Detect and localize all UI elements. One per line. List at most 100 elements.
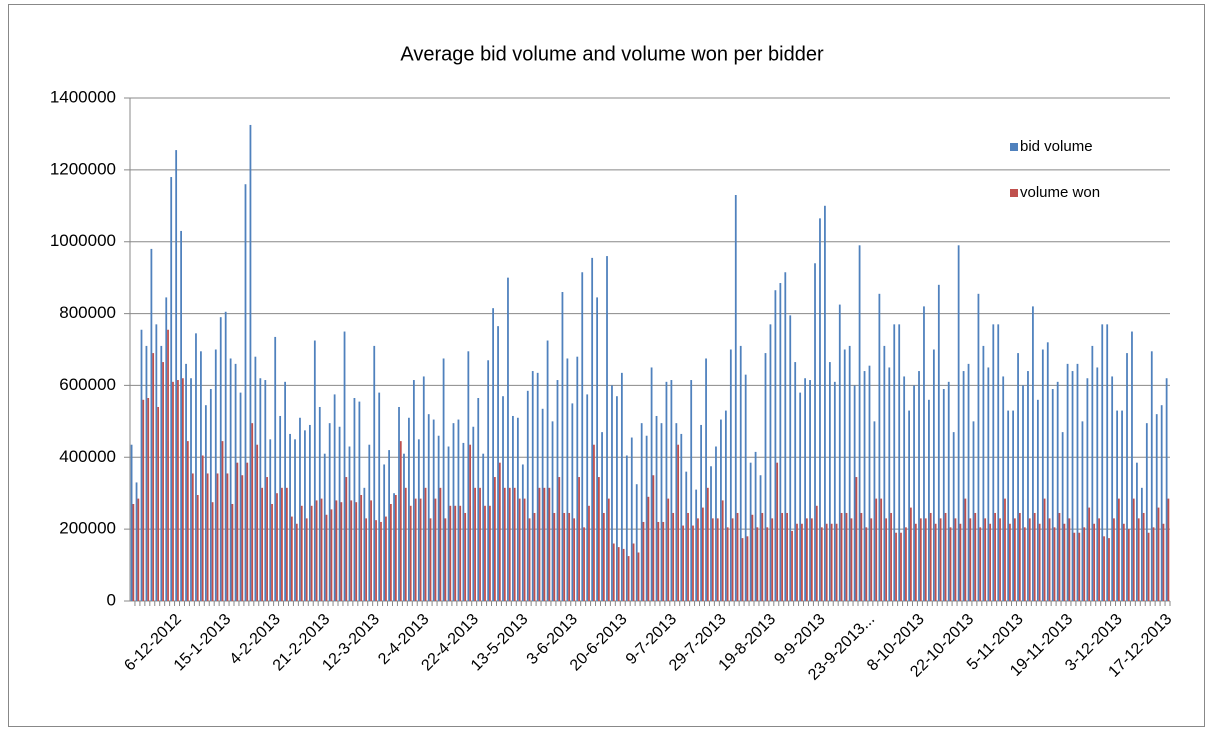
bar: [908, 410, 910, 601]
bar: [588, 505, 590, 601]
bar: [992, 324, 995, 601]
bar: [1004, 498, 1006, 601]
legend-swatch: [1010, 189, 1018, 197]
bar: [606, 256, 608, 601]
bar: [439, 487, 442, 601]
bar: [967, 363, 970, 601]
bar: [774, 290, 777, 601]
bar: [378, 392, 381, 601]
bar: [1167, 498, 1170, 601]
bar: [1131, 331, 1133, 601]
bar: [536, 372, 539, 601]
bar: [1053, 527, 1056, 601]
y-tick-label: 600000: [59, 375, 116, 394]
bar: [290, 516, 293, 601]
bar: [858, 245, 861, 602]
bar: [409, 505, 412, 601]
bar: [893, 324, 896, 601]
bar: [147, 398, 150, 601]
bar: [266, 477, 268, 601]
bar: [1093, 523, 1096, 601]
bar: [1098, 518, 1100, 601]
bar: [1132, 498, 1135, 601]
bar: [427, 414, 430, 601]
bar: [786, 512, 788, 601]
bar: [754, 451, 757, 601]
bar: [209, 389, 212, 601]
bar: [724, 410, 727, 601]
bar: [716, 518, 719, 601]
bar: [365, 518, 368, 601]
y-tick-label: 200000: [59, 519, 116, 538]
bar: [239, 392, 242, 601]
bar: [828, 362, 831, 601]
bar: [890, 512, 892, 601]
bar: [177, 380, 179, 601]
bar: [328, 423, 331, 601]
bar: [1136, 462, 1138, 601]
bar: [172, 381, 174, 601]
bar: [1027, 371, 1029, 601]
bar: [556, 380, 559, 601]
bar: [637, 552, 640, 601]
bar: [918, 371, 920, 601]
bar: [229, 358, 232, 601]
bar: [295, 523, 298, 601]
bar: [226, 473, 229, 601]
bar: [954, 518, 957, 601]
bar: [739, 345, 742, 601]
bar: [150, 248, 153, 601]
bar: [1142, 512, 1145, 601]
bar: [142, 399, 145, 601]
bar: [885, 518, 888, 601]
bar: [989, 523, 992, 601]
bar: [630, 437, 633, 601]
bar: [538, 487, 541, 601]
bar: [1088, 507, 1091, 601]
bar: [1147, 532, 1150, 601]
bar: [294, 439, 296, 601]
bar: [162, 362, 164, 601]
bar: [959, 523, 962, 601]
bar: [315, 500, 318, 601]
bar: [1078, 532, 1081, 601]
bar: [300, 505, 303, 601]
bar: [553, 512, 556, 601]
bar: [1048, 518, 1051, 601]
bar: [467, 351, 470, 601]
bar: [964, 498, 967, 601]
bar: [583, 527, 585, 601]
bar: [761, 512, 764, 601]
bar: [516, 417, 519, 601]
bar: [566, 358, 569, 601]
bar: [175, 150, 178, 601]
bar: [1150, 351, 1153, 601]
bar: [586, 394, 589, 601]
y-tick-label: 1200000: [50, 159, 116, 178]
bar: [900, 532, 902, 601]
y-tick-label: 0: [107, 590, 116, 609]
bar: [1116, 410, 1118, 601]
bar: [157, 406, 160, 601]
bar: [868, 365, 871, 601]
bar: [853, 385, 856, 601]
bar: [625, 455, 628, 601]
bar: [343, 331, 346, 601]
bar: [736, 512, 739, 601]
bar: [744, 374, 747, 601]
bar: [191, 473, 194, 601]
bar: [706, 487, 709, 601]
bar: [444, 518, 447, 601]
legend-label: bid volume: [1020, 138, 1093, 155]
bar: [404, 487, 407, 601]
bar: [368, 444, 371, 601]
bar: [1152, 527, 1155, 601]
bar: [685, 471, 688, 601]
bar: [310, 505, 313, 601]
bar: [682, 525, 684, 601]
bar: [833, 381, 836, 601]
bar: [910, 507, 912, 601]
bar: [937, 284, 940, 601]
bar: [330, 509, 333, 601]
bar: [167, 329, 169, 601]
